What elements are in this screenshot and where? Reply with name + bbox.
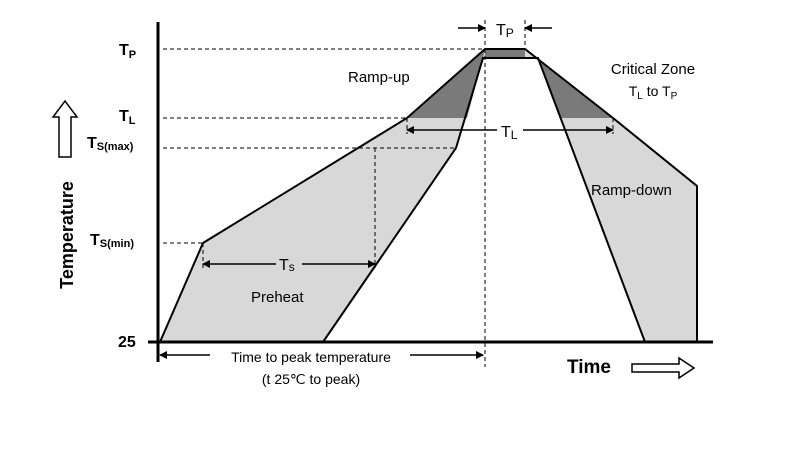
tick-label-ts-min: TS(min) bbox=[90, 232, 134, 250]
temperature-arrow-icon bbox=[51, 99, 79, 158]
reference-lines bbox=[163, 20, 614, 367]
min-profile-line bbox=[322, 57, 646, 343]
tl-interval-label: TL bbox=[501, 124, 518, 142]
max-profile-line bbox=[159, 48, 698, 343]
x-axis-title: Time bbox=[567, 357, 611, 378]
critical-zone-range-label: TL to TP bbox=[629, 83, 678, 102]
tick-label-tp: TP bbox=[119, 42, 136, 61]
ramp-up-label: Ramp-up bbox=[348, 69, 410, 86]
critical-zone-label: Critical Zone bbox=[611, 61, 695, 78]
tick-label-ts-max: TS(max) bbox=[87, 135, 134, 153]
peak-band bbox=[485, 49, 525, 58]
tp-interval-label: TP bbox=[496, 22, 514, 40]
time-arrow-icon bbox=[631, 356, 696, 380]
y-axis-title: Temperature bbox=[57, 181, 77, 289]
time-to-peak-sublabel: (t 25℃ to peak) bbox=[262, 371, 360, 387]
preheat-label: Preheat bbox=[251, 289, 304, 306]
time-to-peak-label: Time to peak temperature bbox=[231, 349, 391, 365]
tick-label-tl: TL bbox=[119, 108, 136, 127]
ts-interval-label: Ts bbox=[279, 257, 295, 274]
tick-label-25: 25 bbox=[118, 334, 136, 351]
ramp-down-label: Ramp-down bbox=[591, 182, 672, 199]
